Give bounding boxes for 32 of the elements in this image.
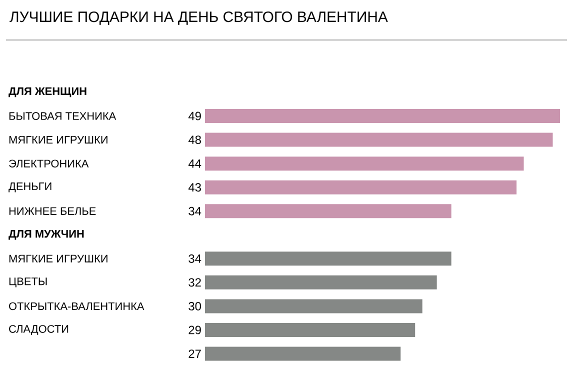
data-label: 34: [188, 254, 202, 263]
data-label: 49: [188, 112, 201, 120]
bar: [205, 346, 401, 361]
bar: [205, 109, 560, 124]
data-label: 48: [188, 136, 201, 144]
bar: [205, 275, 437, 290]
data-label: 43: [188, 183, 201, 192]
bar: [205, 180, 517, 194]
bar: [205, 132, 553, 147]
bar: [205, 156, 524, 171]
y-tick-label: ОТКРЫТКА-ВАЛЕНТИНКА: [9, 302, 144, 310]
data-label: 32: [188, 278, 201, 287]
y-tick-label: ДЕНЬГИ: [8, 182, 52, 192]
data-label: 29: [188, 326, 201, 334]
y-tick-label: ДЛЯ МУЖЧИН: [8, 230, 84, 240]
y-tick-label: ЭЛЕКТРОНИКА: [9, 160, 89, 168]
data-label: 44: [188, 159, 202, 168]
y-tick-label: СЛАДОСТИ: [9, 325, 68, 335]
bar: [205, 299, 422, 314]
data-label: 27: [188, 350, 201, 358]
bar: [205, 252, 452, 266]
y-tick-label: НИЖНЕЕ БЕЛЬЕ: [9, 207, 96, 215]
chart-title: ЛУЧШИЕ ПОДАРКИ НА ДЕНЬ СВЯТОГО ВАЛЕНТИНА: [10, 12, 388, 25]
data-label: 30: [188, 302, 202, 310]
data-label: 34: [188, 206, 202, 216]
bar: [205, 322, 416, 337]
y-tick-label: ДЛЯ ЖЕНЩИН: [8, 87, 86, 98]
y-tick-label: ЦВЕТЫ: [9, 278, 47, 288]
y-tick-label: МЯГКИЕ ИГРУШКИ: [9, 254, 108, 262]
bar: [205, 204, 452, 218]
y-tick-label: БЫТОВАЯ ТЕХНИКА: [9, 112, 116, 120]
y-tick-label: МЯГКИЕ ИГРУШКИ: [9, 136, 108, 144]
